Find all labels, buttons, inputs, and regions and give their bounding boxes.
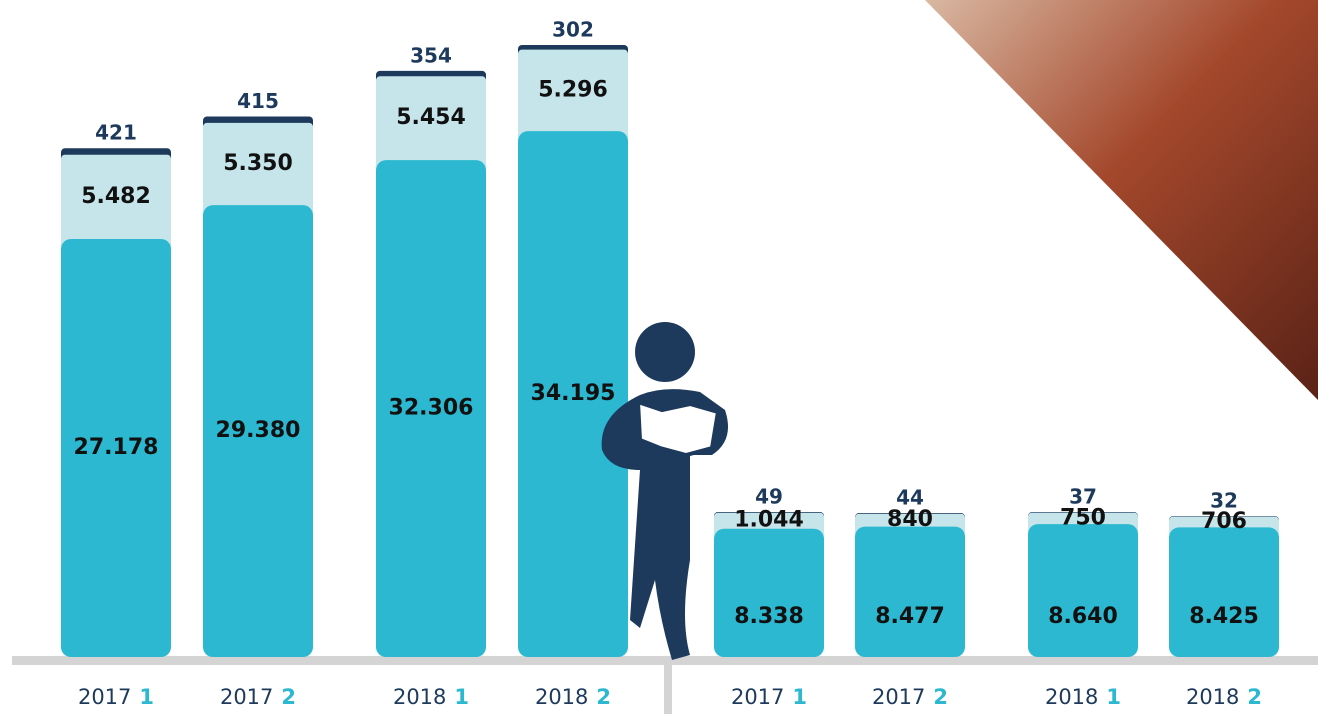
value-label: 49 (755, 484, 783, 508)
value-label: 8.477 (875, 604, 945, 629)
value-label: 840 (887, 507, 933, 532)
value-label: 37 (1069, 485, 1097, 509)
x-tick-label: 2018 2 (535, 685, 611, 709)
divider (664, 660, 672, 714)
category-year: 2017 (78, 685, 131, 709)
bar-segment (61, 239, 171, 657)
reader-icon (601, 322, 729, 660)
category-half: 2 (281, 685, 296, 709)
bar-segment (376, 76, 486, 171)
bar-segment (714, 528, 824, 657)
x-tick-label: 2017 2 (872, 685, 948, 709)
bar-segment (203, 205, 313, 658)
category-year: 2018 (1045, 685, 1098, 709)
category-half: 1 (139, 685, 154, 709)
photo (925, 0, 1318, 400)
value-label: 8.640 (1048, 604, 1118, 629)
value-label: 32 (1210, 489, 1238, 513)
category-year: 2018 (1186, 685, 1239, 709)
bar-segment (203, 122, 313, 216)
category-year: 2018 (535, 685, 588, 709)
category-half: 2 (596, 685, 611, 709)
category-half: 1 (454, 685, 469, 709)
category-year: 2018 (393, 685, 446, 709)
value-label: 32.306 (389, 396, 474, 421)
value-label: 302 (552, 18, 594, 42)
x-tick-label: 2017 1 (78, 685, 154, 709)
bar-segment (1169, 527, 1279, 657)
x-tick-label: 2018 1 (393, 685, 469, 709)
category-half: 1 (792, 685, 807, 709)
bar-segment (518, 131, 628, 657)
category-year: 2017 (220, 685, 273, 709)
bar-segment (376, 160, 486, 658)
value-label: 1.044 (734, 508, 804, 533)
value-label: 5.296 (538, 77, 608, 102)
value-label: 421 (95, 121, 137, 145)
bar-segment (518, 49, 628, 142)
value-label: 354 (410, 43, 452, 67)
value-label: 415 (237, 89, 279, 113)
value-label: 750 (1060, 505, 1106, 530)
category-year: 2017 (731, 685, 784, 709)
bar-segment (61, 154, 171, 250)
value-label: 34.195 (531, 381, 616, 406)
value-label: 5.454 (396, 105, 466, 130)
value-label: 8.425 (1189, 604, 1259, 629)
x-tick-label: 2018 1 (1045, 685, 1121, 709)
x-tick-label: 2017 2 (220, 685, 296, 709)
bar-segment (855, 526, 965, 657)
x-tick-label: 2017 1 (731, 685, 807, 709)
bars: 27.178 5.482 421 2017 1 29.380 5.350 415 2017 2 32… (61, 18, 1279, 709)
value-label: 29.380 (216, 418, 301, 443)
category-half: 2 (933, 685, 948, 709)
category-year: 2017 (872, 685, 925, 709)
value-label: 5.482 (81, 184, 151, 209)
category-half: 2 (1247, 685, 1262, 709)
value-label: 8.338 (734, 604, 804, 629)
value-label: 27.178 (74, 435, 159, 460)
value-label: 44 (896, 486, 924, 510)
x-tick-label: 2018 2 (1186, 685, 1262, 709)
value-label: 5.350 (223, 151, 293, 176)
category-half: 1 (1106, 685, 1121, 709)
value-label: 706 (1201, 509, 1247, 534)
bar-segment (1028, 524, 1138, 657)
